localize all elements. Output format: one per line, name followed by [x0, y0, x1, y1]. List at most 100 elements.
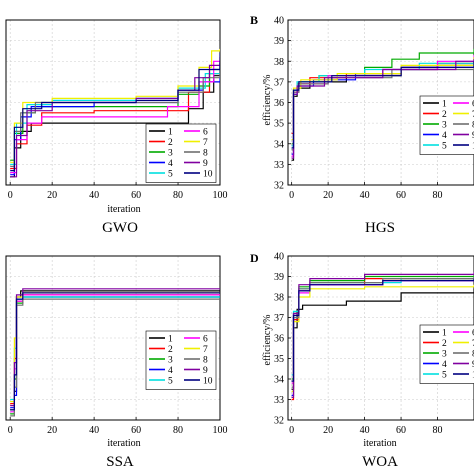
legend-label: 2 [442, 339, 447, 349]
x-tick-label: 80 [173, 425, 183, 436]
legend-label: 10 [203, 170, 213, 180]
legend-label: 10 [472, 371, 474, 381]
legend-label: 6 [203, 128, 208, 138]
legend-label: 7 [203, 138, 208, 148]
legend-label: 3 [442, 350, 447, 360]
legend-label: 3 [442, 121, 447, 131]
x-tick-label: 60 [396, 425, 406, 436]
series-line-10 [10, 53, 220, 172]
series-line-6 [10, 60, 220, 174]
series-line-3 [10, 68, 220, 161]
y-tick-label: 37 [274, 77, 284, 88]
series-line-10 [291, 61, 474, 149]
legend-label: 4 [168, 159, 173, 169]
grid [288, 255, 474, 421]
y-tick-label: 40 [274, 16, 284, 27]
legend-label: 9 [203, 366, 208, 376]
x-axis-label: iteration [363, 438, 396, 449]
y-axis-label: efficiency/% [262, 315, 273, 366]
legend-label: 7 [472, 339, 474, 349]
plot-frame [5, 19, 221, 186]
y-tick-label: 33 [274, 395, 284, 406]
legend-label: 8 [203, 149, 208, 159]
panel-title: SSA [106, 454, 134, 470]
legend-label: 1 [442, 100, 447, 110]
y-tick-label: 36 [274, 98, 284, 109]
x-tick-label: 20 [323, 190, 333, 201]
legend-label: 2 [168, 138, 173, 148]
x-tick-label: 0 [289, 190, 294, 201]
chart-panel-hgs: 02040608032333435363738394012345678910ef… [250, 13, 474, 236]
plot-frame [5, 255, 221, 421]
y-tick-label: 32 [274, 181, 284, 192]
y-tick-label: 32 [274, 416, 284, 427]
y-tick-label: 35 [274, 354, 284, 365]
legend-label: 4 [168, 366, 173, 376]
legend-label: 1 [168, 335, 173, 345]
y-tick-label: 37 [274, 313, 284, 324]
x-tick-label: 80 [433, 425, 443, 436]
panel-title: WOA [362, 454, 398, 470]
y-tick-label: 39 [274, 36, 284, 47]
y-tick-label: 33 [274, 160, 284, 171]
legend-label: 6 [472, 329, 474, 339]
series-lines [291, 48, 474, 161]
x-tick-label: 0 [8, 425, 13, 436]
x-tick-label: 60 [131, 190, 141, 201]
legend-label: 5 [168, 377, 173, 387]
series-line-10 [10, 292, 220, 411]
x-tick-label: 80 [173, 190, 183, 201]
series-line-7 [10, 48, 220, 163]
x-tick-label: 100 [213, 425, 228, 436]
legend-label: 2 [168, 345, 173, 355]
legend-label: 8 [472, 121, 474, 131]
x-tick-label: 40 [360, 425, 370, 436]
x-tick-label: 20 [47, 425, 57, 436]
x-tick-label: 60 [396, 190, 406, 201]
y-tick-label: 35 [274, 119, 284, 130]
legend-label: 1 [168, 128, 173, 138]
x-tick-label: 100 [213, 190, 228, 201]
x-tick-label: 40 [360, 190, 370, 201]
legend-label: 7 [472, 110, 474, 120]
series-lines [10, 48, 220, 178]
panel-title: GWO [102, 220, 138, 236]
series-line-10 [291, 278, 474, 382]
y-tick-label: 40 [274, 252, 284, 263]
legend-label: 3 [168, 149, 173, 159]
legend-label: 6 [472, 100, 474, 110]
series-line-9 [10, 61, 220, 178]
x-axis-label: iteration [107, 438, 140, 449]
x-tick-label: 40 [89, 190, 99, 201]
series-lines [291, 272, 474, 401]
legend-label: 4 [442, 131, 447, 141]
y-tick-label: 38 [274, 293, 284, 304]
legend-label: 10 [203, 377, 213, 387]
panel-letter: B [250, 13, 258, 27]
y-tick-label: 38 [274, 57, 284, 68]
legend-label: 9 [472, 360, 474, 370]
y-tick-label: 39 [274, 272, 284, 283]
x-tick-label: 0 [289, 425, 294, 436]
legend-label: 5 [442, 142, 447, 152]
legend-label: 8 [472, 350, 474, 360]
x-tick-label: 40 [89, 425, 99, 436]
x-tick-label: 60 [131, 425, 141, 436]
legend-label: 1 [442, 329, 447, 339]
legend-label: 5 [168, 170, 173, 180]
x-tick-label: 80 [433, 190, 443, 201]
legend-label: 6 [203, 335, 208, 345]
panel-title: HGS [365, 220, 395, 236]
series-line-1 [10, 63, 220, 178]
legend-label: 4 [442, 360, 447, 370]
y-axis-label: efficiency/% [262, 75, 273, 126]
panel-letter: D [250, 251, 259, 265]
x-tick-label: 20 [323, 425, 333, 436]
y-tick-label: 34 [274, 375, 284, 386]
